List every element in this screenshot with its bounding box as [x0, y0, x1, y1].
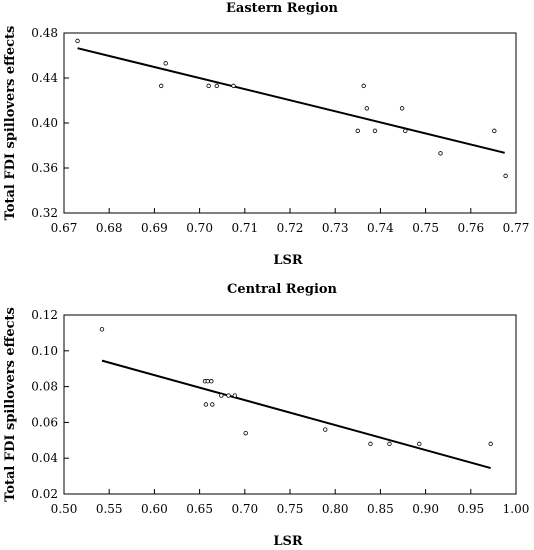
data-point	[210, 402, 215, 407]
data-point	[163, 61, 168, 66]
x-tick-label: 0.74	[367, 221, 394, 235]
data-point	[206, 83, 211, 89]
data-point	[203, 402, 209, 407]
data-point	[214, 83, 219, 89]
data-point	[226, 393, 231, 398]
x-tick-label: 0.71	[231, 221, 258, 235]
chart-title: Central Region	[227, 282, 338, 297]
y-tick-label: 0.36	[31, 161, 58, 175]
data-point	[219, 393, 224, 398]
y-tick-label: 0.48	[31, 26, 58, 40]
data-point	[417, 441, 422, 447]
data-point	[364, 106, 370, 111]
data-point	[231, 83, 236, 89]
data-point	[492, 128, 497, 134]
x-tick-label: 0.75	[412, 221, 439, 235]
x-tick-label: 0.68	[96, 221, 123, 235]
data-point	[205, 379, 210, 384]
plot-frame	[63, 314, 517, 495]
x-tick-label: 0.70	[231, 502, 258, 516]
x-tick-label: 0.80	[322, 502, 349, 516]
plot-frame	[63, 32, 517, 214]
x-tick-label: 0.85	[367, 502, 394, 516]
data-point	[403, 128, 408, 134]
y-tick-label: 0.40	[31, 116, 58, 130]
x-tick-label: 0.70	[186, 221, 213, 235]
data-point	[99, 327, 105, 332]
x-tick-label: 0.95	[457, 502, 484, 516]
data-point	[438, 151, 443, 156]
data-point	[158, 83, 164, 89]
x-tick-label: 0.65	[186, 502, 213, 516]
x-tick-label: 0.50	[51, 502, 78, 516]
x-tick-label: 0.76	[457, 221, 484, 235]
data-point	[361, 83, 366, 89]
x-tick-label: 0.77	[503, 221, 530, 235]
data-point	[503, 173, 508, 179]
y-tick-label: 0.02	[31, 487, 58, 501]
data-point	[209, 379, 214, 384]
chart-panel-1: Eastern Region 0.67 0.68 0.69 0.70 0.71 0.72 0.…	[3, 1, 529, 268]
data-point	[368, 441, 373, 447]
data-point	[372, 128, 378, 134]
chart-title: Eastern Region	[226, 1, 339, 16]
y-tick-label: 0.12	[31, 308, 58, 322]
data-point	[323, 427, 328, 432]
y-tick-label: 0.32	[31, 206, 58, 220]
x-tick-label: 0.72	[277, 221, 304, 235]
chart-panel-2: Central Region 0.50 0.55 0.60 0.65 0.70 0.75 0.…	[3, 282, 529, 549]
y-tick-label: 0.04	[31, 451, 58, 465]
data-point	[488, 441, 493, 447]
y-tick-label: 0.10	[31, 344, 58, 358]
y-tick-label: 0.08	[31, 380, 58, 394]
x-tick-label: 0.90	[412, 502, 439, 516]
y-tick-label: 0.44	[31, 71, 58, 85]
x-tick-label: 0.55	[96, 502, 123, 516]
data-point	[75, 38, 80, 44]
y-tick-label: 0.06	[31, 415, 58, 429]
data-point	[399, 106, 405, 111]
data-point	[232, 393, 238, 398]
x-tick-label: 0.60	[141, 502, 168, 516]
data-point	[387, 441, 392, 447]
trend-line	[77, 47, 505, 154]
x-tick-label: 0.67	[51, 221, 78, 235]
data-point	[243, 430, 248, 436]
x-tick-label: 0.69	[141, 221, 168, 235]
y-axis-label: Total FDI spillovers effects	[3, 26, 18, 221]
x-axis-label: LSR	[273, 534, 303, 549]
y-axis-label: Total FDI spillovers effects	[3, 307, 18, 502]
x-tick-label: 0.73	[322, 221, 349, 235]
x-tick-label: 1.00	[503, 502, 530, 516]
x-axis-label: LSR	[273, 253, 303, 268]
x-tick-label: 0.75	[277, 502, 304, 516]
data-point	[355, 128, 360, 134]
trend-line	[101, 359, 491, 470]
